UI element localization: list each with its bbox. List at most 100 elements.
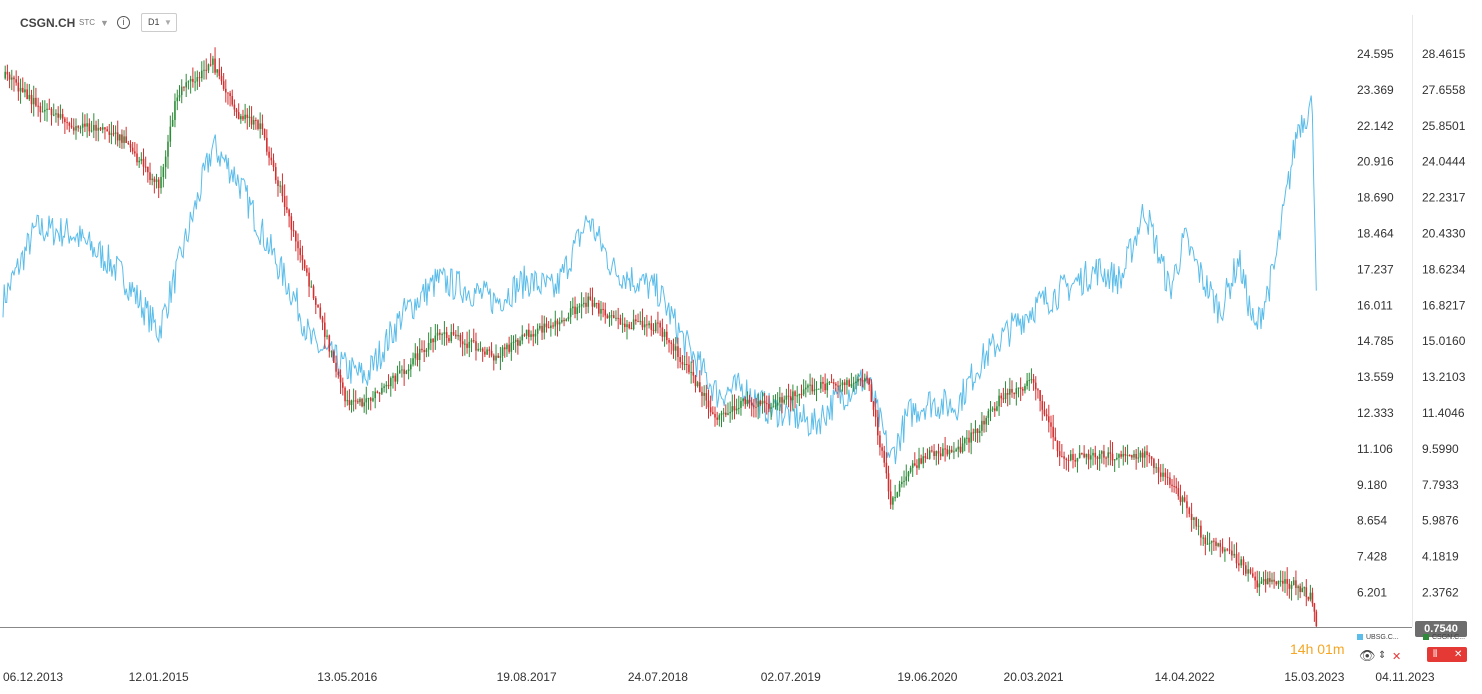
candle-body [1292, 580, 1295, 585]
candle-body [1061, 456, 1063, 458]
candle-body [722, 412, 725, 414]
legend-compare[interactable]: UBSG.C... [1357, 634, 1399, 641]
x-axis-tick: 06.12.2013 [3, 670, 63, 684]
candle-body [108, 131, 111, 135]
candle-body [231, 96, 234, 105]
candle-body [346, 400, 349, 402]
candle-body [974, 428, 977, 434]
candle-body [1032, 379, 1035, 383]
candle-body [916, 465, 918, 468]
candle-body [268, 151, 270, 158]
candle-body [811, 384, 814, 392]
y-axis-left-tick: 23.369 [1357, 83, 1394, 97]
candle-body [263, 129, 266, 138]
candle-body [1098, 453, 1101, 459]
candle-body [1288, 583, 1291, 589]
candle-body [1096, 457, 1099, 459]
candle-body [768, 403, 770, 409]
candle-body [857, 378, 859, 382]
candle-body [357, 401, 359, 403]
candle-body [796, 395, 798, 397]
candle-body [1135, 453, 1137, 459]
candle-body [136, 153, 138, 163]
candle-body [1063, 456, 1065, 459]
candle-body [1141, 452, 1144, 458]
close-icon[interactable]: ✕ [1392, 651, 1402, 663]
remove-instrument-button[interactable]: ⫴ ✕ [1427, 647, 1467, 662]
candle-body [337, 371, 340, 376]
candle-body [1286, 579, 1288, 584]
candle-body [233, 104, 236, 110]
candle-body [44, 109, 46, 112]
candle-body [283, 196, 286, 208]
candle-body [1085, 453, 1088, 458]
candle-body [1100, 451, 1103, 454]
candle-body [1208, 542, 1211, 544]
y-axis-left-tick: 6.201 [1357, 586, 1387, 600]
candle-body [1251, 573, 1254, 577]
y-axis-right-tick: 11.4046 [1422, 406, 1465, 420]
candle-body [1200, 525, 1202, 538]
candle-body [1092, 452, 1094, 456]
legend-main[interactable]: CSGN.C... [1423, 634, 1465, 641]
candle-body [1256, 580, 1259, 588]
candle-body [892, 497, 894, 505]
candle-body [1193, 517, 1195, 520]
symbol-label[interactable]: CSGN.CH [20, 16, 76, 30]
timer-hours: 14 [1290, 641, 1306, 657]
candle-body [1094, 452, 1097, 458]
candle-body [532, 334, 535, 337]
candle-body [84, 123, 86, 127]
candle-body [1315, 611, 1318, 627]
chevron-down-icon[interactable]: ▼ [100, 18, 109, 28]
candle-body [1204, 537, 1207, 544]
candle-body [1107, 452, 1110, 458]
timeframe-select[interactable]: D1 ▼ [141, 13, 177, 32]
candle-body [987, 411, 990, 418]
candle-body [1166, 476, 1169, 478]
up-down-arrows-icon[interactable]: ⇕ [1378, 650, 1387, 661]
candle-body [4, 71, 6, 79]
y-axis-left-tick: 12.333 [1357, 406, 1394, 420]
legend-swatch [1423, 634, 1429, 641]
candle-body [1004, 393, 1007, 399]
candle-body [770, 407, 772, 409]
eye-icon[interactable]: 👁 [1359, 648, 1376, 663]
candle-body [922, 456, 925, 464]
candle-body [868, 378, 870, 385]
candle-body [455, 334, 457, 337]
candle-body [270, 157, 273, 161]
candle-body [32, 97, 35, 105]
candle-body [151, 178, 153, 180]
candle-body [565, 319, 568, 321]
candle-body [363, 402, 365, 407]
candle-body [637, 321, 639, 323]
candle-body [468, 341, 471, 348]
y-axis-right-tick: 15.0160 [1422, 334, 1466, 348]
candle-body [274, 167, 277, 181]
candle-body [740, 400, 742, 408]
candle-body [595, 303, 598, 305]
candle-body [1143, 451, 1146, 458]
candle-body [461, 341, 464, 345]
candle-body [712, 412, 714, 414]
candle-body [798, 393, 801, 396]
candle-body [367, 398, 370, 400]
candle-body [299, 248, 302, 256]
candle-body [652, 329, 655, 332]
candle-body [153, 178, 156, 182]
candle-body [903, 480, 905, 482]
candle-body [1150, 456, 1153, 460]
candle-body [731, 406, 734, 412]
candle-body [872, 401, 875, 410]
candle-body [686, 363, 688, 365]
y-axis-right-tick: 2.3762 [1422, 586, 1459, 600]
candle-body [70, 125, 73, 128]
candle-body [344, 387, 346, 402]
close-icon: ✕ [1454, 649, 1463, 660]
candle-body [852, 383, 855, 385]
info-icon[interactable]: i [117, 16, 130, 29]
candle-body [185, 82, 187, 88]
candle-body [30, 94, 33, 105]
